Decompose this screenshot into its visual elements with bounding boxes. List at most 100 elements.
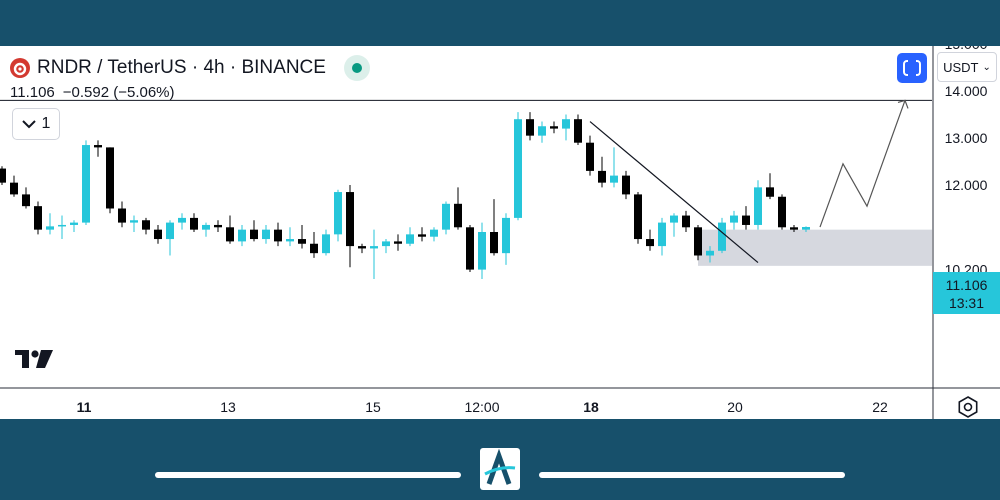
candle-bearish[interactable] — [490, 232, 498, 254]
candle-bearish[interactable] — [526, 119, 534, 136]
candle-bearish[interactable] — [586, 142, 594, 171]
price-tick-label: 14.000 — [945, 83, 988, 99]
time-tick-label: 20 — [727, 399, 743, 415]
candle-bearish[interactable] — [154, 229, 162, 240]
candle-bullish[interactable] — [802, 227, 810, 230]
candle-bearish[interactable] — [22, 194, 30, 207]
tradingview-logo[interactable] — [15, 350, 53, 368]
candle-bearish[interactable] — [574, 119, 582, 143]
candle-bullish[interactable] — [730, 215, 738, 223]
candle-bearish[interactable] — [778, 196, 786, 228]
candle-bullish[interactable] — [670, 215, 678, 223]
drawings-layer — [0, 99, 932, 264]
time-tick-label: 22 — [872, 399, 888, 415]
candle-bullish[interactable] — [58, 224, 66, 227]
candle-bearish[interactable] — [742, 215, 750, 225]
projection-arrowhead — [897, 99, 909, 109]
symbol-title[interactable]: RNDR / TetherUS · 4h · BINANCE — [37, 57, 326, 78]
candle-bullish[interactable] — [286, 239, 294, 242]
brand-logo — [480, 448, 520, 490]
candle-bearish[interactable] — [790, 227, 798, 230]
price-tick-label: 12.000 — [945, 177, 988, 193]
candle-bearish[interactable] — [106, 147, 114, 209]
support-zone[interactable] — [698, 229, 932, 266]
candle-bullish[interactable] — [754, 187, 762, 225]
candle-bearish[interactable] — [34, 206, 42, 230]
candle-bearish[interactable] — [118, 208, 126, 223]
candle-bearish[interactable] — [274, 229, 282, 242]
candle-bearish[interactable] — [598, 170, 606, 183]
candle-bearish[interactable] — [634, 194, 642, 240]
currency-select[interactable]: USDT ⌄ — [937, 52, 997, 82]
settings-gear-icon[interactable] — [956, 395, 980, 419]
price-summary: 11.106 −0.592 (−5.06%) — [10, 84, 370, 104]
time-scale: 11 13 15 12:00 18 20 22 — [77, 399, 888, 415]
candle-bullish[interactable] — [178, 217, 186, 223]
candle-bearish[interactable] — [766, 187, 774, 197]
candle-bullish[interactable] — [610, 175, 618, 183]
candle-bearish[interactable] — [454, 203, 462, 228]
price-tick-label: 15.000 — [945, 46, 988, 52]
candle-bearish[interactable] — [646, 239, 654, 247]
candle-bearish[interactable] — [310, 243, 318, 254]
candle-bullish[interactable] — [130, 220, 138, 223]
candle-bullish[interactable] — [334, 192, 342, 235]
candle-bullish[interactable] — [70, 222, 78, 225]
candle-bullish[interactable] — [406, 234, 414, 244]
candle-bearish[interactable] — [346, 192, 354, 247]
candle-bearish[interactable] — [466, 227, 474, 270]
fullscreen-icon — [903, 59, 921, 77]
candle-bearish[interactable] — [418, 234, 426, 237]
time-tick-label: 15 — [365, 399, 381, 415]
candle-bearish[interactable] — [226, 227, 234, 242]
currency-label: USDT — [943, 59, 979, 75]
candle-bullish[interactable] — [82, 145, 90, 223]
candle-bullish[interactable] — [238, 229, 246, 242]
candle-bullish[interactable] — [658, 222, 666, 247]
candle-bearish[interactable] — [394, 241, 402, 244]
candle-bullish[interactable] — [478, 232, 486, 270]
candle-bullish[interactable] — [382, 241, 390, 247]
price-change-value: −0.592 (−5.06%) — [62, 84, 175, 101]
candle-bullish[interactable] — [442, 203, 450, 230]
last-price-marker-value: 11.106 — [945, 277, 988, 293]
candle-bearish[interactable] — [682, 215, 690, 228]
candle-bearish[interactable] — [694, 227, 702, 256]
candle-bullish[interactable] — [370, 246, 378, 249]
candle-bullish[interactable] — [166, 222, 174, 240]
candle-bearish[interactable] — [358, 246, 366, 249]
candle-bullish[interactable] — [718, 222, 726, 251]
time-tick-label: 11 — [77, 399, 92, 415]
candle-bullish[interactable] — [322, 234, 330, 254]
price-tick-label: 13.000 — [945, 130, 988, 146]
candle-bullish[interactable] — [46, 226, 54, 230]
candle-bearish[interactable] — [190, 217, 198, 230]
candle-bearish[interactable] — [214, 224, 222, 228]
candle-bearish[interactable] — [298, 239, 306, 244]
candle-bullish[interactable] — [502, 217, 510, 254]
candle-bullish[interactable] — [430, 229, 438, 237]
candle-bearish[interactable] — [0, 168, 6, 183]
candle-countdown: 13:31 — [948, 295, 985, 311]
candle-bullish[interactable] — [514, 119, 522, 218]
projection-path[interactable] — [819, 100, 906, 228]
candle-bullish[interactable] — [706, 250, 714, 256]
candle-bullish[interactable] — [202, 224, 210, 230]
candle-bearish[interactable] — [550, 126, 558, 129]
candle-bearish[interactable] — [10, 182, 18, 195]
candle-bullish[interactable] — [562, 119, 570, 129]
candle-bullish[interactable] — [262, 229, 270, 240]
trend-line[interactable] — [589, 121, 759, 264]
candle-bearish[interactable] — [94, 145, 102, 148]
candle-bearish[interactable] — [142, 220, 150, 230]
candle-bearish[interactable] — [622, 175, 630, 195]
fullscreen-button[interactable] — [897, 53, 927, 83]
footer-divider-right — [539, 472, 845, 478]
candle-bearish[interactable] — [250, 229, 258, 240]
interval-label: 1 — [41, 115, 51, 132]
interval-button[interactable]: 1 — [12, 108, 60, 140]
candle-bullish[interactable] — [538, 126, 546, 136]
